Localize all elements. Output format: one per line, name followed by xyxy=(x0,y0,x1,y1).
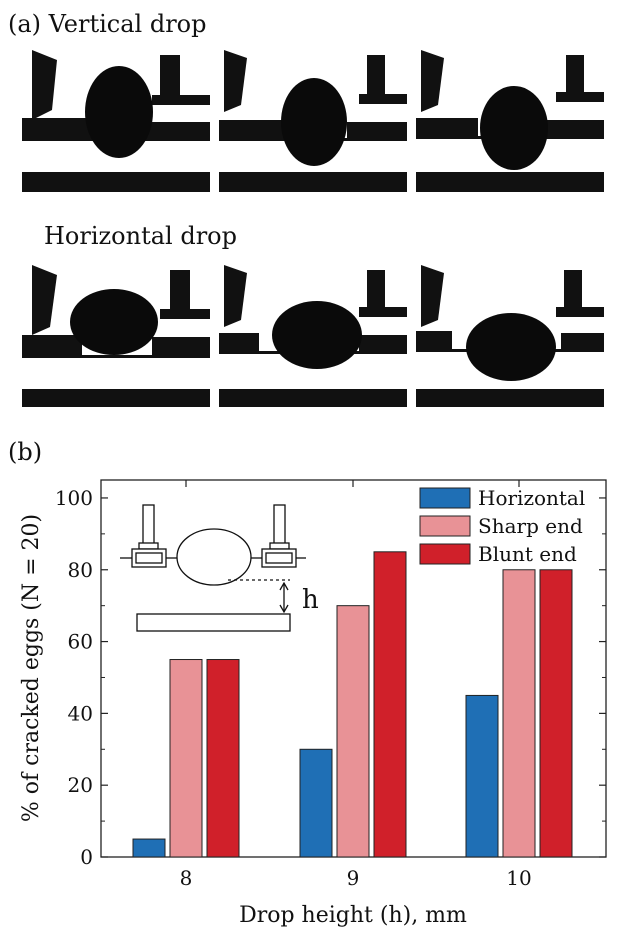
drop-setup-schematic xyxy=(120,504,306,632)
bars xyxy=(132,551,573,858)
legend-swatch xyxy=(419,543,471,565)
x-tick-label: 9 xyxy=(347,866,360,890)
bar-blunt-end-9 xyxy=(373,551,407,858)
x-tick-label: 8 xyxy=(180,866,193,890)
panel-b-label: (b) xyxy=(8,438,43,466)
legend-label: Blunt end xyxy=(478,542,577,566)
y-axis-label: % of cracked eggs (N = 20) xyxy=(19,514,44,822)
bar-horizontal-8 xyxy=(132,838,166,858)
legend-swatch xyxy=(419,515,471,537)
horizontal-drop-frame-1 xyxy=(22,265,210,407)
horizontal-drop-frame-2 xyxy=(219,265,407,407)
panel-a-label: (a) Vertical drop xyxy=(8,10,207,38)
bar-blunt-end-10 xyxy=(539,569,573,858)
y-tick-label: 20 xyxy=(68,773,93,797)
y-axis: 0 20 40 60 80 100 xyxy=(55,486,606,869)
bar-horizontal-9 xyxy=(299,748,333,858)
bar-sharp-end-8 xyxy=(169,659,203,858)
bar-blunt-end-8 xyxy=(206,659,240,858)
vertical-drop-frame-1 xyxy=(22,50,210,192)
y-tick-label: 0 xyxy=(80,845,93,869)
horizontal-drop-label: Horizontal drop xyxy=(44,222,237,250)
horizontal-drop-frame-3 xyxy=(416,265,604,407)
vertical-drop-frame-3 xyxy=(416,50,604,192)
y-tick-label: 60 xyxy=(68,630,93,654)
y-tick-label: 100 xyxy=(55,486,93,510)
drop-height-symbol: h xyxy=(302,585,319,615)
x-axis-label: Drop height (h), mm xyxy=(239,903,467,928)
y-tick-label: 40 xyxy=(68,701,93,725)
legend-label: Sharp end xyxy=(478,514,583,538)
bar-sharp-end-10 xyxy=(502,569,536,858)
y-tick-label: 80 xyxy=(68,558,93,582)
legend-swatch xyxy=(419,487,471,509)
bar-horizontal-10 xyxy=(465,694,499,858)
legend: Horizontal Sharp end Blunt end xyxy=(419,486,585,566)
bar-chart: 0 20 40 60 80 100 8 9 10 % of cracked eggs (N =… xyxy=(19,479,607,928)
legend-label: Horizontal xyxy=(478,486,585,510)
bar-sharp-end-9 xyxy=(336,605,370,858)
x-tick-label: 10 xyxy=(506,866,531,890)
x-axis: 8 9 10 xyxy=(180,480,532,890)
vertical-drop-frame-2 xyxy=(219,50,407,192)
